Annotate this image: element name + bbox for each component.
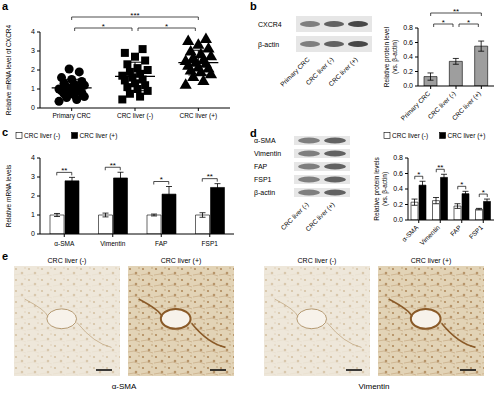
svg-text:(vs. β-actin): (vs. β-actin) (381, 172, 389, 206)
html-text:a: a (2, 0, 9, 12)
svg-text:*: * (442, 18, 445, 27)
svg-text:CRC liver (-): CRC liver (-) (117, 112, 153, 120)
svg-text:0: 0 (31, 230, 35, 237)
svg-text:CRC liver (+): CRC liver (+) (304, 201, 336, 233)
svg-text:*: * (417, 170, 420, 179)
html-text:CRC liver (-): CRC liver (-) (47, 257, 87, 264)
html-text:Vimentin: Vimentin (358, 382, 390, 391)
svg-text:CRC liver (-): CRC liver (-) (24, 132, 60, 140)
svg-text:**: ** (207, 172, 213, 181)
svg-text:FAP: FAP (449, 224, 463, 238)
svg-text:*: * (467, 18, 470, 27)
svg-text:*: * (482, 188, 485, 197)
svg-text:CRC liver (+): CRC liver (+) (179, 112, 217, 120)
svg-text:0.0: 0.0 (403, 82, 413, 89)
html-text:e: e (2, 250, 9, 262)
svg-text:Relative protein levels: Relative protein levels (373, 156, 381, 220)
svg-text:β-actin: β-actin (258, 41, 279, 49)
svg-text:FAP: FAP (155, 240, 167, 247)
svg-text:0.2: 0.2 (403, 68, 413, 75)
svg-text:3: 3 (31, 47, 35, 54)
html-text:c: c (2, 126, 9, 138)
html-text:CRC liver (+): CRC liver (+) (160, 257, 202, 264)
svg-text:Vimentin: Vimentin (418, 223, 441, 246)
svg-text:CRC liver (-): CRC liver (-) (304, 55, 335, 87)
svg-text:α-SMA: α-SMA (254, 137, 276, 144)
svg-text:**: ** (61, 166, 67, 175)
svg-text:Relative mRNA levels: Relative mRNA levels (8, 164, 12, 227)
svg-text:CRC liver (+): CRC liver (+) (450, 90, 482, 122)
svg-text:CXCR4: CXCR4 (258, 21, 282, 28)
svg-text:*: * (102, 22, 105, 31)
svg-text:CRC liver (-): CRC liver (-) (392, 132, 428, 140)
svg-text:4: 4 (31, 28, 35, 35)
svg-text:**: ** (437, 163, 443, 172)
svg-text:FAP: FAP (254, 163, 268, 170)
svg-text:0.8: 0.8 (403, 24, 413, 31)
svg-text:1: 1 (31, 85, 35, 92)
svg-text:**: ** (110, 161, 116, 170)
svg-text:3: 3 (31, 173, 35, 180)
svg-text:0.4: 0.4 (403, 53, 413, 60)
svg-text:*: * (165, 22, 168, 31)
svg-text:Vimentin: Vimentin (254, 150, 281, 157)
svg-text:0.8: 0.8 (393, 154, 403, 161)
html-text:CRC liver (-): CRC liver (-) (297, 257, 337, 264)
svg-text:CRC liver (-): CRC liver (-) (279, 200, 310, 232)
html-text:d: d (250, 127, 257, 139)
svg-text:α-SMA: α-SMA (400, 223, 420, 243)
svg-text:CRC liver (-): CRC liver (-) (426, 89, 457, 121)
svg-text:FSP1: FSP1 (202, 240, 219, 247)
svg-text:4: 4 (31, 154, 35, 161)
svg-text:Primary CRC: Primary CRC (53, 112, 92, 120)
svg-text:(vs. β-actin): (vs. β-actin) (391, 40, 399, 74)
svg-text:Relative protein level: Relative protein level (383, 26, 391, 87)
svg-text:0.6: 0.6 (403, 39, 413, 46)
svg-text:*: * (160, 175, 163, 184)
html-text:α-SMA: α-SMA (111, 382, 137, 391)
svg-text:**: ** (453, 7, 459, 16)
svg-text:0.4: 0.4 (393, 185, 403, 192)
svg-text:***: *** (130, 11, 139, 20)
svg-text:Primary CRC: Primary CRC (399, 89, 432, 122)
svg-text:CRC liver (+): CRC liver (+) (327, 56, 359, 88)
svg-text:2: 2 (31, 192, 35, 199)
svg-text:α-SMA: α-SMA (54, 240, 75, 247)
html-text:b: b (250, 0, 257, 12)
svg-text:0.0: 0.0 (393, 216, 403, 223)
html-text:CRC liver (+): CRC liver (+) (410, 257, 452, 264)
svg-text:1: 1 (31, 211, 35, 218)
svg-text:FSP1: FSP1 (468, 223, 485, 240)
svg-text:Vimentin: Vimentin (100, 240, 126, 247)
svg-text:0.2: 0.2 (393, 201, 403, 208)
svg-text:2: 2 (31, 66, 35, 73)
svg-text:*: * (460, 180, 463, 189)
svg-text:0: 0 (31, 104, 35, 111)
svg-text:CRC liver (+): CRC liver (+) (448, 132, 486, 140)
svg-text:Primary CRC: Primary CRC (278, 55, 311, 88)
svg-text:CRC liver (+): CRC liver (+) (80, 132, 118, 140)
svg-text:0.6: 0.6 (393, 170, 403, 177)
svg-text:β-actin: β-actin (254, 189, 275, 197)
svg-text:FSP1: FSP1 (254, 176, 272, 183)
svg-text:Relative mRNA level of CXCR4: Relative mRNA level of CXCR4 (8, 24, 12, 115)
